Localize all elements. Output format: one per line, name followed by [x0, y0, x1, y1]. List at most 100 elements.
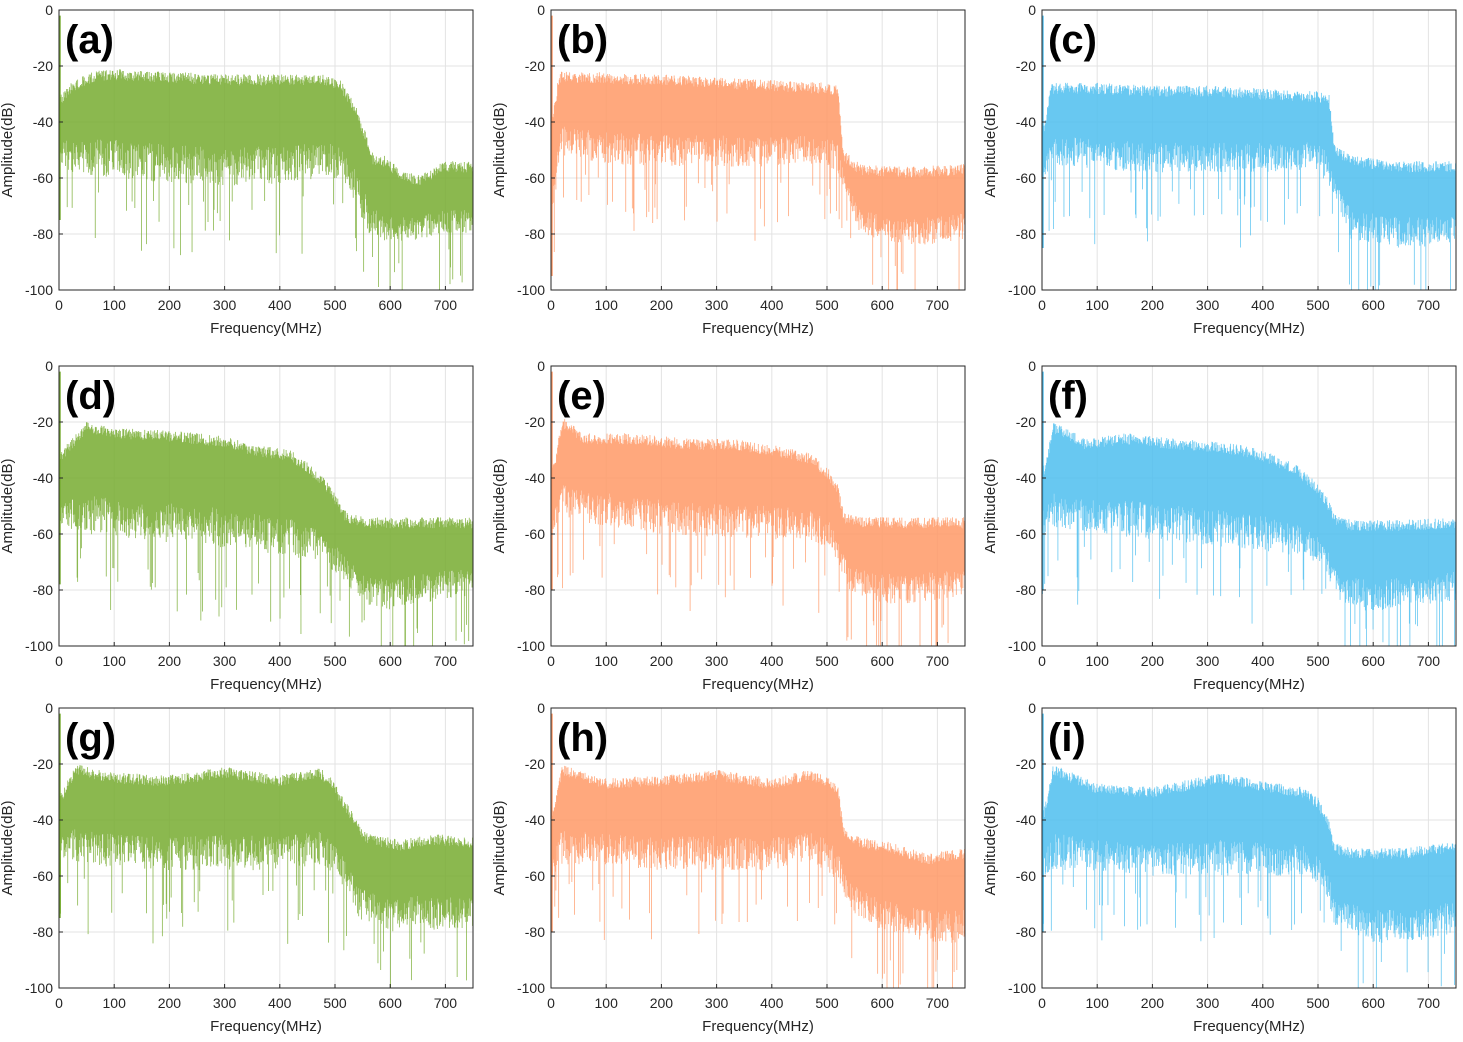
y-tick-label: -60	[525, 868, 545, 884]
axes-box	[1041, 9, 1457, 291]
y-tick-label: 0	[45, 358, 53, 374]
y-tick-label: -40	[33, 114, 53, 130]
y-tick-label: -60	[33, 868, 53, 884]
x-tick-label: 700	[1417, 995, 1441, 1011]
y-tick-label: -60	[1016, 526, 1036, 542]
x-tick-label: 300	[213, 653, 237, 669]
y-tick-label: -40	[33, 470, 53, 486]
x-tick-label: 100	[595, 653, 619, 669]
x-tick-label: 400	[1251, 653, 1275, 669]
y-tick-label: -60	[1016, 170, 1036, 186]
x-axis-label: Frequency(MHz)	[702, 1018, 814, 1035]
y-tick-label: -20	[33, 756, 53, 772]
y-tick-label: -60	[33, 170, 53, 186]
panel-label: (c)	[1048, 18, 1097, 62]
x-tick-label: 700	[434, 995, 458, 1011]
y-axis-label: Amplitude(dB)	[491, 800, 508, 895]
x-tick-label: 700	[926, 653, 950, 669]
x-tick-label: 500	[1306, 653, 1330, 669]
y-axis-label: Amplitude(dB)	[982, 102, 999, 197]
spectrum-panel-g: 0 100 200 300 400 500 600 700 0 -20 -40 -60 -80 -100 F…	[0, 700, 474, 1035]
y-axis-label: Amplitude(dB)	[491, 102, 508, 197]
x-tick-label: 500	[815, 653, 839, 669]
y-tick-label: -80	[1016, 582, 1036, 598]
spectrum-panel-a: 0 100 200 300 400 500 600 700 0 -20 -40 -60 -80 -100 F…	[0, 2, 474, 337]
x-tick-label: 300	[705, 995, 729, 1011]
axes-box	[58, 9, 474, 291]
x-tick-label: 100	[1086, 297, 1110, 313]
x-tick-label: 700	[1417, 297, 1441, 313]
y-tick-label: 0	[537, 2, 545, 18]
y-axis-label: Amplitude(dB)	[982, 458, 999, 553]
x-tick-label: 700	[926, 995, 950, 1011]
x-tick-label: 100	[103, 653, 127, 669]
y-tick-label: -80	[33, 226, 53, 242]
x-tick-label: 300	[1196, 297, 1220, 313]
x-axis-label: Frequency(MHz)	[702, 676, 814, 693]
y-tick-label: -20	[33, 58, 53, 74]
axes-box	[58, 707, 474, 989]
x-tick-label: 600	[1362, 297, 1386, 313]
x-tick-label: 200	[650, 297, 674, 313]
y-axis-label: Amplitude(dB)	[982, 800, 999, 895]
y-tick-label: -80	[525, 226, 545, 242]
x-tick-label: 100	[103, 995, 127, 1011]
x-tick-label: 600	[379, 653, 403, 669]
x-axis-label: Frequency(MHz)	[210, 1018, 322, 1035]
y-tick-label: -40	[1016, 470, 1036, 486]
y-tick-label: -100	[517, 638, 545, 654]
spectrum-panel-f: 0 100 200 300 400 500 600 700 0 -20 -40 -60 -80 -100 F…	[982, 358, 1457, 693]
y-tick-label: -40	[1016, 114, 1036, 130]
x-tick-label: 400	[760, 653, 784, 669]
x-tick-label: 400	[268, 297, 292, 313]
y-tick-label: -60	[1016, 868, 1036, 884]
x-tick-label: 600	[379, 995, 403, 1011]
spectrum-panel-e: 0 100 200 300 400 500 600 700 0 -20 -40 -60 -80 -100 F…	[491, 358, 966, 693]
x-tick-label: 400	[1251, 297, 1275, 313]
y-tick-label: -60	[525, 526, 545, 542]
y-axis-label: Amplitude(dB)	[491, 458, 508, 553]
x-tick-label: 200	[1141, 297, 1165, 313]
y-tick-label: -80	[525, 582, 545, 598]
x-tick-label: 600	[1362, 653, 1386, 669]
y-tick-label: -80	[1016, 226, 1036, 242]
x-tick-label: 500	[815, 297, 839, 313]
x-tick-label: 0	[547, 297, 555, 313]
y-tick-label: -80	[33, 924, 53, 940]
y-tick-label: -100	[1008, 980, 1036, 996]
y-tick-label: -20	[1016, 58, 1036, 74]
y-tick-label: 0	[1028, 2, 1036, 18]
spectrum-panel-b: 0 100 200 300 400 500 600 700 0 -20 -40 -60 -80 -100 F…	[491, 2, 966, 337]
spectrum-panel-d: 0 100 200 300 400 500 600 700 0 -20 -40 -60 -80 -100 F…	[0, 358, 474, 693]
x-tick-label: 700	[926, 297, 950, 313]
y-tick-label: -20	[33, 414, 53, 430]
y-tick-label: -40	[33, 812, 53, 828]
x-tick-label: 500	[323, 297, 347, 313]
y-tick-label: -20	[525, 756, 545, 772]
x-tick-label: 600	[871, 995, 895, 1011]
x-tick-label: 700	[434, 297, 458, 313]
y-tick-label: -40	[525, 114, 545, 130]
x-tick-label: 700	[434, 653, 458, 669]
spectrum-panel-i: 0 100 200 300 400 500 600 700 0 -20 -40 -60 -80 -100 F…	[982, 700, 1457, 1035]
spectrum-panel-h: 0 100 200 300 400 500 600 700 0 -20 -40 -60 -80 -100 F…	[491, 700, 966, 1035]
x-tick-label: 0	[1038, 995, 1046, 1011]
x-tick-label: 200	[1141, 995, 1165, 1011]
x-tick-label: 300	[1196, 995, 1220, 1011]
x-tick-label: 200	[1141, 653, 1165, 669]
x-axis-label: Frequency(MHz)	[1193, 320, 1305, 337]
x-tick-label: 300	[705, 653, 729, 669]
panel-label: (i)	[1048, 716, 1086, 760]
x-tick-label: 100	[1086, 653, 1110, 669]
panel-label: (a)	[65, 18, 114, 62]
y-tick-label: -80	[525, 924, 545, 940]
x-tick-label: 500	[323, 995, 347, 1011]
y-tick-label: -60	[33, 526, 53, 542]
axes-box	[550, 9, 966, 291]
x-tick-label: 400	[268, 995, 292, 1011]
x-tick-label: 500	[1306, 995, 1330, 1011]
x-tick-label: 200	[650, 653, 674, 669]
x-tick-label: 300	[705, 297, 729, 313]
x-tick-label: 500	[815, 995, 839, 1011]
